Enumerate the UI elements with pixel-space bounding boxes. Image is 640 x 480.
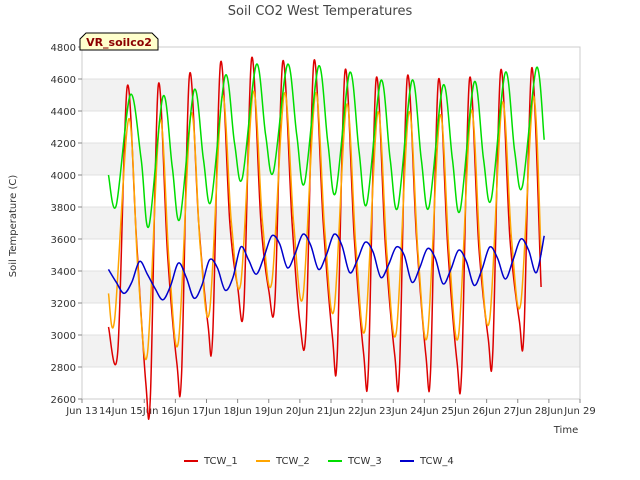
grid-band <box>82 271 580 303</box>
y-tick-label: 3600 <box>51 235 76 246</box>
y-tick-label: 3200 <box>51 299 76 310</box>
y-tick-label: 3000 <box>51 331 76 342</box>
x-tick-label: 23Jun <box>379 406 407 417</box>
grid-band <box>82 239 580 271</box>
series-line-tcw-1 <box>107 56 542 421</box>
x-tick-label: 15Jun <box>130 406 158 417</box>
y-tick-label: 4200 <box>51 139 76 150</box>
x-axis: Jun 13 14Jun 15Jun 16Jun 17Jun 18Jun 19Jun 20Ju… <box>65 399 596 417</box>
x-tick-label: Jun 13 <box>65 406 98 417</box>
x-tick-label: 22Jun <box>348 406 376 417</box>
badge-box <box>79 32 159 51</box>
x-tick-label: 21Jun <box>317 406 345 417</box>
x-axis-label: Time <box>553 425 578 436</box>
badge-text: VR_soilco2 <box>86 36 152 49</box>
x-tick-label: 16Jun <box>161 406 189 417</box>
grid-band <box>82 111 580 143</box>
x-tick-label: 19Jun <box>255 406 283 417</box>
badge: VR_soilco2 <box>79 32 159 51</box>
legend-label: TCW_2 <box>275 456 310 467</box>
y-tick-label: 3400 <box>51 267 76 278</box>
x-tick-label: 26Jun <box>472 406 500 417</box>
legend-label: TCW_3 <box>347 456 382 467</box>
series-line-tcw-3 <box>107 63 545 229</box>
series-lines <box>107 56 545 421</box>
legend: TCW_1 TCW_2 TCW_3 TCW_4 <box>184 456 454 467</box>
x-tick-label: 20Jun <box>286 406 314 417</box>
grid-band <box>82 47 580 79</box>
y-tick-label: 2600 <box>51 395 76 406</box>
series-line-tcw-4 <box>107 233 545 301</box>
x-tick-label: 24Jun <box>410 406 438 417</box>
x-tick-label: 27Jun <box>504 406 532 417</box>
grid-band <box>82 79 580 111</box>
x-tick-label: 17Jun <box>192 406 220 417</box>
series-line-tcw-2 <box>107 90 542 361</box>
y-axis-label: Soil Temperature (C) <box>8 175 19 278</box>
y-tick-label: 2800 <box>51 363 76 374</box>
legend-label: TCW_1 <box>203 456 238 467</box>
y-tick-label: 3800 <box>51 203 76 214</box>
y-tick-label: 4800 <box>51 43 76 54</box>
grid-band <box>82 207 580 239</box>
y-tick-label: 4000 <box>51 171 76 182</box>
x-tick-label: 14Jun <box>99 406 127 417</box>
x-tick-label: 25Jun <box>441 406 469 417</box>
legend-label: TCW_4 <box>419 456 454 467</box>
x-tick-label: 18Jun <box>223 406 251 417</box>
x-tick-label: Jun 29 <box>563 406 596 417</box>
grid-band <box>82 367 580 399</box>
chart-title: Soil CO2 West Temperatures <box>228 4 413 19</box>
y-tick-label: 4600 <box>51 75 76 86</box>
x-tick-label: 28Jun <box>535 406 563 417</box>
grid-band <box>82 335 580 367</box>
y-axis: 2600 2800 3000 3200 3400 3600 3800 4000 4200 4400… <box>51 43 82 406</box>
y-tick-label: 4400 <box>51 107 76 118</box>
